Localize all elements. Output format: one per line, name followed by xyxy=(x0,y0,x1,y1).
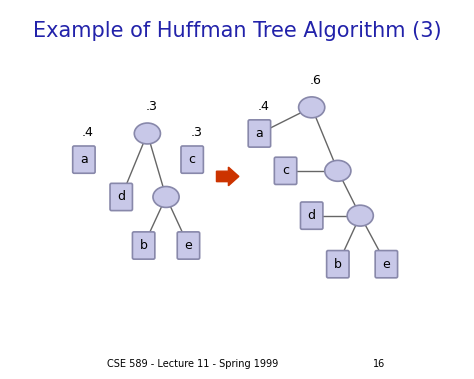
Text: CSE 589 - Lecture 11 - Spring 1999: CSE 589 - Lecture 11 - Spring 1999 xyxy=(107,359,278,369)
Text: b: b xyxy=(140,239,147,252)
Ellipse shape xyxy=(347,205,374,226)
Text: e: e xyxy=(383,258,390,271)
FancyArrow shape xyxy=(217,167,239,186)
FancyBboxPatch shape xyxy=(73,146,95,173)
FancyBboxPatch shape xyxy=(301,202,323,229)
Text: e: e xyxy=(184,239,192,252)
Text: a: a xyxy=(80,153,88,166)
Text: Example of Huffman Tree Algorithm (3): Example of Huffman Tree Algorithm (3) xyxy=(33,22,441,41)
Text: .6: .6 xyxy=(310,74,322,87)
Text: a: a xyxy=(255,127,263,140)
Text: .4: .4 xyxy=(257,100,269,113)
FancyBboxPatch shape xyxy=(177,232,200,259)
Text: .3: .3 xyxy=(191,126,202,139)
Ellipse shape xyxy=(325,160,351,181)
FancyBboxPatch shape xyxy=(110,183,132,211)
Ellipse shape xyxy=(153,186,179,207)
Text: 16: 16 xyxy=(373,359,385,369)
Text: b: b xyxy=(334,258,342,271)
FancyBboxPatch shape xyxy=(375,251,398,278)
FancyBboxPatch shape xyxy=(274,157,297,185)
Text: .4: .4 xyxy=(82,126,94,139)
Text: c: c xyxy=(189,153,196,166)
Text: d: d xyxy=(308,209,316,222)
FancyBboxPatch shape xyxy=(181,146,203,173)
FancyBboxPatch shape xyxy=(132,232,155,259)
Text: .3: .3 xyxy=(146,100,157,113)
FancyBboxPatch shape xyxy=(248,120,271,147)
Text: c: c xyxy=(282,164,289,177)
Text: d: d xyxy=(117,191,125,204)
FancyBboxPatch shape xyxy=(327,251,349,278)
Ellipse shape xyxy=(134,123,161,144)
Ellipse shape xyxy=(299,97,325,118)
